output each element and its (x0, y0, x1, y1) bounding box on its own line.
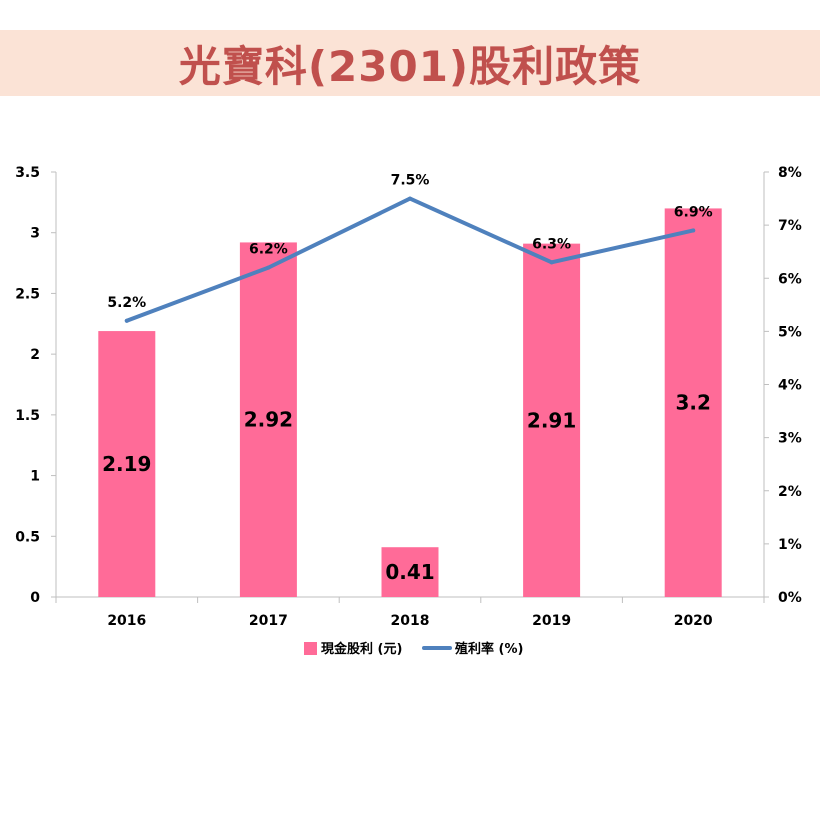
right-tick-label: 7% (778, 218, 802, 234)
bar-data-label: 2.92 (244, 408, 293, 432)
right-tick-label: 3% (778, 431, 802, 447)
yield-data-label: 5.2% (107, 295, 146, 311)
yield-data-label: 6.9% (674, 204, 713, 220)
legend-bar-swatch (304, 642, 317, 655)
right-tick-label: 4% (778, 378, 802, 394)
legend-bar-label: 現金股利 (元) (321, 641, 402, 657)
bar-data-label: 2.19 (102, 452, 151, 476)
yield-data-label: 6.3% (532, 236, 571, 252)
yield-point (691, 228, 696, 233)
left-tick-label: 0.5 (15, 529, 40, 545)
right-tick-label: 6% (778, 271, 802, 287)
left-tick-label: 3 (30, 226, 40, 242)
bar (664, 208, 722, 597)
yield-point (549, 260, 554, 265)
bar-data-label: 2.91 (527, 408, 576, 432)
chart-title: 光寶科(2301)股利政策 (178, 41, 642, 91)
bar (523, 243, 581, 597)
right-tick-label: 2% (778, 484, 802, 500)
right-tick-label: 5% (778, 324, 802, 340)
x-tick-label: 2016 (107, 613, 146, 629)
yield-point (124, 318, 129, 323)
right-tick-label: 8% (778, 165, 802, 181)
x-tick-label: 2017 (249, 613, 288, 629)
left-tick-label: 0 (30, 590, 40, 606)
bar (239, 242, 297, 597)
right-tick-label: 1% (778, 537, 802, 553)
x-tick-label: 2018 (391, 613, 430, 629)
bar-data-label: 0.41 (385, 560, 434, 584)
title-banner: 光寶科(2301)股利政策 (0, 30, 820, 96)
x-tick-label: 2020 (674, 613, 713, 629)
yield-data-label: 7.5% (391, 173, 430, 189)
right-tick-label: 0% (778, 590, 802, 606)
yield-line (124, 196, 696, 323)
legend-line-label: 殖利率 (%) (454, 641, 523, 657)
left-tick-label: 3.5 (15, 165, 40, 181)
left-tick-label: 1.5 (15, 408, 40, 424)
yield-data-label: 6.2% (249, 242, 288, 258)
left-tick-label: 2.5 (15, 286, 40, 302)
yield-point (408, 196, 412, 201)
x-tick-label: 2019 (532, 613, 571, 629)
left-tick-label: 1 (30, 469, 40, 485)
bar (381, 547, 439, 597)
bar (98, 331, 156, 597)
yield-point (266, 265, 271, 270)
left-tick-label: 2 (30, 347, 40, 363)
bar-data-label: 3.2 (675, 391, 710, 415)
